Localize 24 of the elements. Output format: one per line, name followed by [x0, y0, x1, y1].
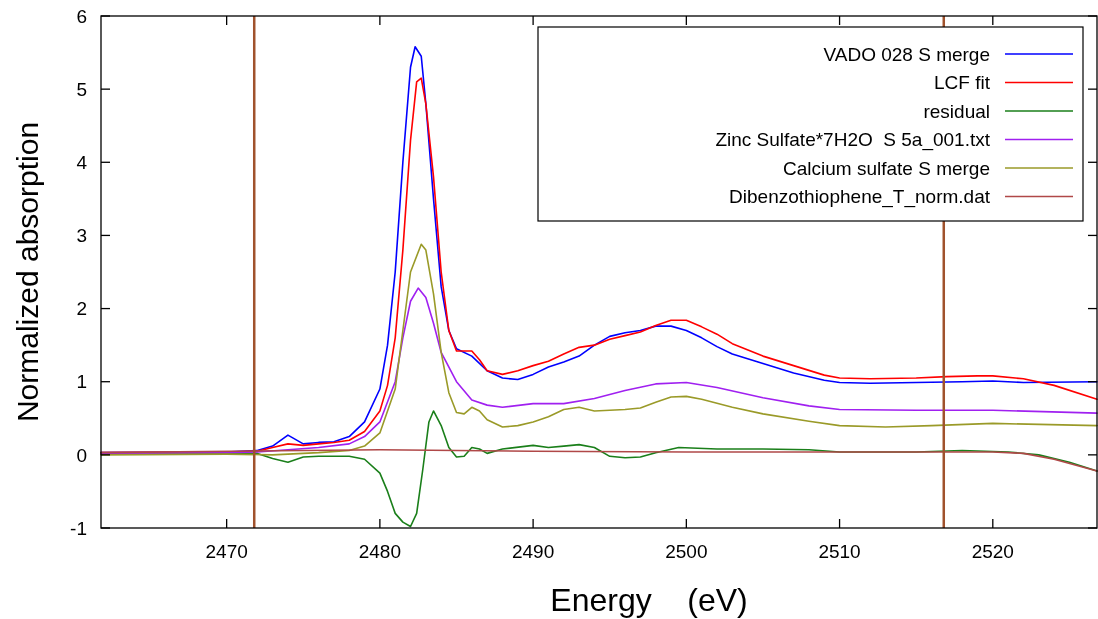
x-axis-title: Energy (eV)	[550, 582, 748, 618]
legend-label: LCF fit	[934, 72, 991, 94]
legend-label: Calcium sulfate S merge	[783, 157, 990, 179]
x-tick-label: 2520	[971, 541, 1014, 562]
y-tick-label: 5	[76, 78, 87, 100]
y-tick-label: 0	[76, 444, 87, 466]
line-series	[100, 287, 1098, 455]
y-tick-label: 3	[76, 225, 87, 247]
legend-label: VADO 028 S merge	[823, 43, 990, 65]
y-tick-label: 1	[76, 371, 87, 393]
y-tick-label: 4	[76, 151, 88, 173]
y-tick-label: 6	[76, 5, 87, 27]
y-axis-title: Normalized absorption	[11, 121, 44, 423]
x-tick-label: 2490	[511, 541, 555, 562]
x-tick-label: 2480	[358, 541, 402, 562]
y-tick-label: 2	[76, 298, 87, 320]
x-tick-label: 2500	[665, 541, 708, 562]
legend-label: residual	[923, 100, 990, 122]
legend-label: Zinc Sulfate*7H2O S 5a_001.txt	[715, 129, 991, 152]
x-tick-label: 2470	[205, 541, 248, 562]
legend-label: Dibenzothiophene_T_norm.dat	[729, 186, 991, 209]
x-tick-label: 2510	[818, 541, 861, 562]
line-series	[100, 448, 1098, 472]
y-tick-label: -1	[70, 517, 87, 539]
